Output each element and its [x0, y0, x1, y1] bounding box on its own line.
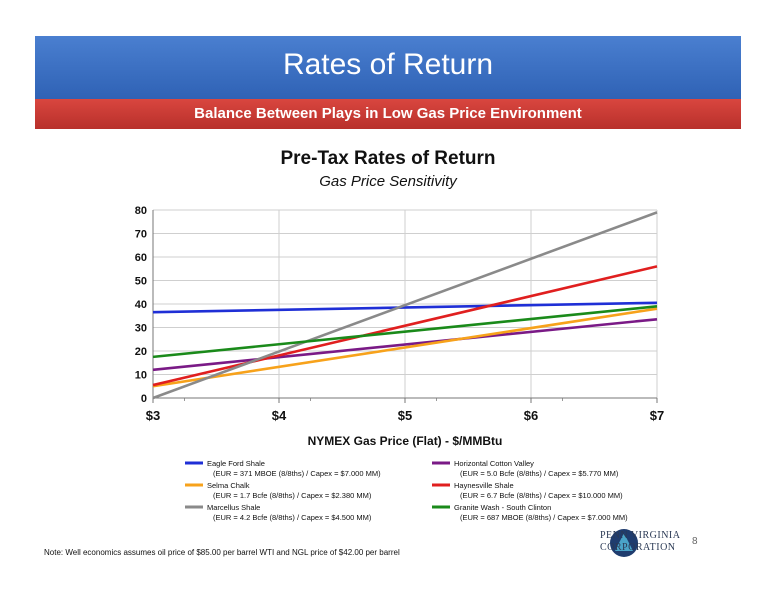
y-tick-label: 30	[135, 323, 147, 335]
y-tick-label: 50	[135, 276, 147, 288]
legend-detail-granite-wash-south-clinton: (EUR = 687 MBOE (8/8ths) / Capex = $7.00…	[460, 513, 628, 522]
y-tick-label: 70	[135, 229, 147, 241]
legend-label-eagle-ford-shale: Eagle Ford Shale	[207, 459, 265, 468]
chart-title: Pre-Tax Rates of Return	[280, 148, 496, 169]
series-line-horizontal-cotton-valley	[152, 317, 658, 372]
x-tick-label: $5	[398, 408, 412, 423]
legend-detail-marcellus-shale: (EUR = 4.2 Bcfe (8/8ths) / Capex = $4.50…	[213, 513, 372, 522]
chart-subtitle: Gas Price Sensitivity	[319, 173, 457, 190]
slide-title: Rates of Return	[282, 48, 494, 81]
legend-detail-haynesville-shale: (EUR = 6.7 Bcfe (8/8ths) / Capex = $10.0…	[460, 491, 623, 500]
legend-label-horizontal-cotton-valley: Horizontal Cotton Valley	[454, 459, 534, 468]
legend-label-marcellus-shale: Marcellus Shale	[207, 503, 260, 512]
x-tick-label: $4	[272, 408, 287, 423]
slide-subtitle-band: Balance Between Plays in Low Gas Price E…	[35, 99, 741, 129]
logo-line-1: PENN VIRGINIA	[600, 530, 681, 541]
y-tick-label: 10	[135, 370, 147, 382]
y-tick-label: 0	[141, 393, 147, 405]
y-tick-label: 60	[135, 252, 147, 264]
legend-detail-eagle-ford-shale: (EUR = 371 MBOE (8/8ths) / Capex = $7.00…	[213, 469, 381, 478]
legend-label-selma-chalk: Selma Chalk	[207, 481, 250, 490]
chart-lines	[152, 211, 658, 400]
series-line-marcellus-shale	[152, 211, 658, 400]
chart-axes	[152, 210, 658, 403]
chart-tick-labels: 0 10 20 30 40 50 60 70 80 $3 $4 $5 $6 $7	[135, 205, 664, 423]
series-line-eagle-ford-shale	[152, 301, 658, 314]
chart-legend: Eagle Ford Shale(EUR = 371 MBOE (8/8ths)…	[185, 459, 628, 522]
y-tick-label: 40	[135, 299, 147, 311]
x-tick-label: $3	[146, 408, 160, 423]
series-line-granite-wash-south-clinton	[152, 305, 658, 359]
slide-header: Rates of Return	[35, 36, 741, 99]
series-line-haynesville-shale	[152, 265, 658, 387]
y-tick-label: 20	[135, 346, 147, 358]
slide-subtitle: Balance Between Plays in Low Gas Price E…	[194, 105, 582, 122]
x-tick-label: $7	[650, 408, 664, 423]
x-tick-label: $6	[524, 408, 538, 423]
logo-line-2: CORPORATION	[600, 542, 676, 553]
legend-label-haynesville-shale: Haynesville Shale	[454, 481, 514, 490]
series-line-selma-chalk	[152, 307, 658, 388]
y-tick-label: 80	[135, 205, 147, 217]
penn-virginia-logo-icon	[610, 529, 638, 557]
x-axis-label: NYMEX Gas Price (Flat) - $/MMBtu	[308, 434, 503, 448]
legend-label-granite-wash-south-clinton: Granite Wash - South Clinton	[454, 503, 551, 512]
legend-detail-selma-chalk: (EUR = 1.7 Bcfe (8/8ths) / Capex = $2.38…	[213, 491, 372, 500]
legend-detail-horizontal-cotton-valley: (EUR = 5.0 Bcfe (8/8ths) / Capex = $5.77…	[460, 469, 619, 478]
footnote: Note: Well economics assumes oil price o…	[44, 548, 400, 557]
page-number: 8	[692, 536, 698, 547]
